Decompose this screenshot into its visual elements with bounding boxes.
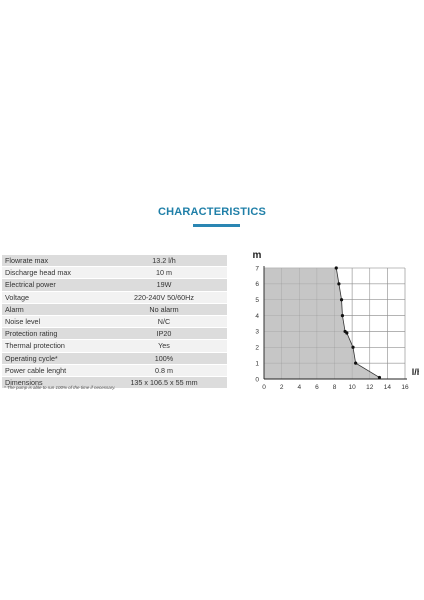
spec-label: Power cable lenght [2, 364, 101, 377]
y-tick-label: 7 [255, 265, 259, 272]
chart-points [334, 266, 382, 380]
spec-value: 13.2 l/h [101, 255, 227, 268]
x-tick-label: 16 [401, 384, 409, 391]
spec-value: N/C [101, 315, 227, 329]
data-point [345, 331, 349, 335]
spec-value: 135 x 106.5 x 55 mm [101, 376, 227, 390]
spec-label: Protection rating [2, 327, 101, 341]
spec-label: Dimensions [2, 376, 101, 390]
spec-value: 100% [101, 352, 227, 365]
x-axis-label: l/h [412, 367, 419, 377]
spec-row: Thermal protection Yes [2, 339, 227, 353]
spec-value: 220-240V 50/60Hz [101, 291, 227, 304]
spec-value: Yes [101, 339, 227, 353]
data-point [340, 313, 345, 318]
data-point [377, 375, 382, 380]
title-underline [193, 224, 240, 227]
spec-value: 19W [101, 278, 227, 292]
spec-label: Flowrate max [2, 255, 101, 268]
section-title: CHARACTERISTICS [157, 206, 267, 218]
spec-label: Voltage [2, 291, 101, 304]
spec-row: Noise level N/C [2, 315, 227, 329]
spec-row: Voltage 220-240V 50/60Hz [2, 291, 227, 304]
specs-table: Flowrate max 13.2 l/h Discharge head max 10… [2, 255, 227, 390]
spec-row: Operating cycle* 100% [2, 352, 227, 365]
chart-axes [263, 266, 407, 380]
spec-row: Protection rating IP20 [2, 327, 227, 341]
data-point [337, 282, 341, 286]
chart-area [264, 267, 406, 380]
x-tick-label: 14 [384, 384, 392, 391]
data-point [339, 298, 344, 302]
y-tick-label: 5 [255, 297, 259, 304]
spec-row: Alarm No alarm [2, 303, 227, 316]
x-tick-label: 2 [280, 384, 284, 391]
spec-value: No alarm [101, 303, 227, 316]
spec-row: Discharge head max 10 m [2, 266, 227, 280]
footnote: * The pump is able to run 100% of the ti… [4, 385, 116, 390]
spec-value: 0.8 m [101, 364, 227, 377]
spec-label: Operating cycle* [2, 352, 101, 365]
y-tick-label: 3 [255, 329, 259, 336]
spec-row: Dimensions 135 x 106.5 x 55 mm [2, 376, 227, 390]
y-tick-label: 4 [255, 313, 259, 320]
y-tick-label: 2 [255, 345, 259, 352]
x-tick-label: 6 [315, 384, 319, 391]
y-tick-label: 6 [255, 281, 259, 288]
x-tick-label: 8 [333, 384, 337, 391]
spec-row: Power cable lenght 0.8 m [2, 364, 227, 377]
x-tick-label: 12 [366, 384, 374, 391]
y-tick-label: 0 [255, 376, 259, 383]
data-point [334, 266, 338, 270]
spec-label: Alarm [2, 303, 101, 316]
spec-label: Electrical power [2, 278, 101, 292]
spec-row: Flowrate max 13.2 l/h [2, 255, 227, 268]
spec-label: Thermal protection [2, 339, 101, 353]
data-point [351, 345, 355, 349]
spec-row: Electrical power 19W [2, 278, 227, 292]
x-tick-label: 0 [262, 384, 266, 391]
chart-fill-area [264, 268, 380, 379]
y-axis-label: m [253, 250, 262, 261]
spec-value: IP20 [101, 327, 227, 341]
y-tick-label: 1 [255, 360, 259, 367]
x-tick-label: 4 [297, 384, 301, 391]
spec-value: 10 m [101, 266, 227, 280]
x-tick-label: 10 [349, 384, 357, 391]
spec-label: Noise level [2, 315, 101, 329]
data-point [354, 361, 358, 365]
spec-label: Discharge head max [2, 266, 101, 280]
